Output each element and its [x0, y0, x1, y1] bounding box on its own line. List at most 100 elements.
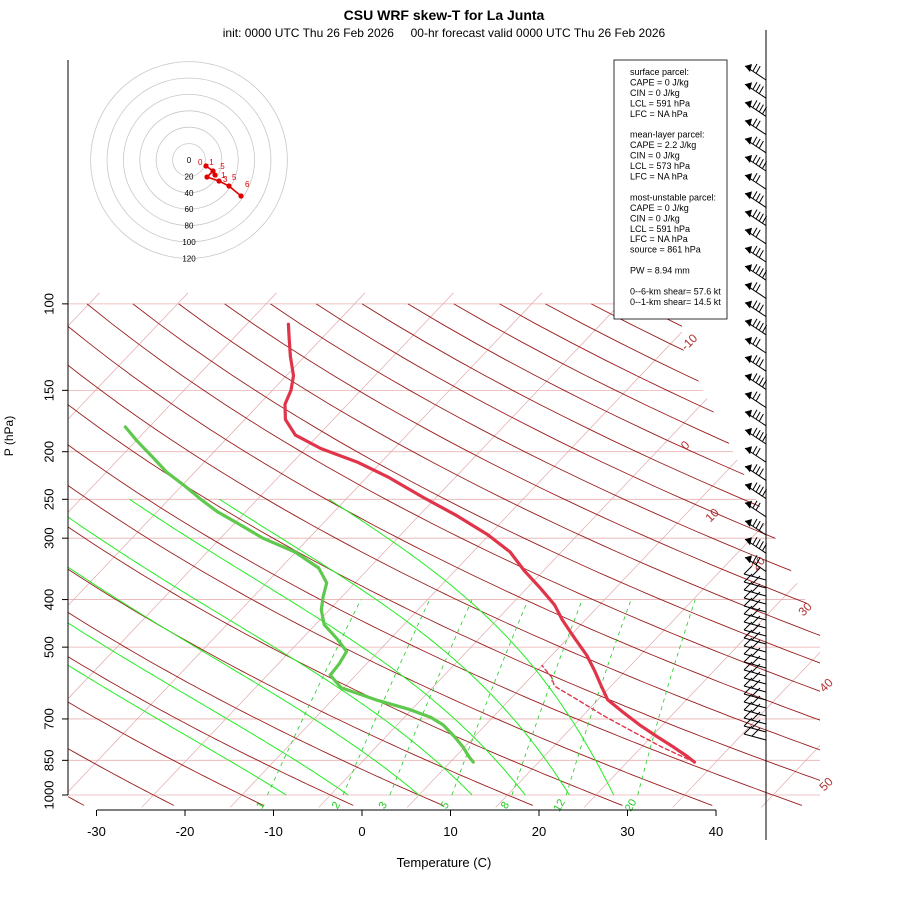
wind-barb-flag — [745, 391, 752, 400]
info-line: PW = 8.94 mm — [630, 266, 690, 276]
x-tick-label: -30 — [87, 824, 106, 839]
info-line: mean-layer parcel: — [630, 130, 705, 140]
wind-barb-staff — [743, 717, 767, 725]
wind-barb-feather — [752, 227, 758, 236]
info-line: LFC = NA hPa — [630, 234, 688, 244]
dry-adiabat — [728, 303, 820, 806]
y-tick-label: 1000 — [41, 781, 56, 810]
wind-barb-staff — [743, 701, 767, 709]
hodograph-point — [226, 183, 232, 189]
wind-barb-feather — [743, 653, 753, 663]
hodograph-height-label: .5 — [218, 162, 225, 171]
wind-barb-feather — [743, 629, 753, 639]
wind-barb-flag — [745, 409, 752, 418]
wind-barb-feather — [758, 140, 764, 149]
wind-barb-feather — [758, 213, 764, 222]
wind-barb-feather — [752, 300, 758, 308]
wind-barb-staff — [743, 613, 767, 621]
wind-barb — [743, 669, 767, 685]
info-line: most-unstable parcel: — [630, 192, 716, 202]
dry-adiabat — [270, 303, 820, 806]
moist-adiabat — [68, 498, 420, 796]
hodograph-ring — [139, 110, 239, 210]
wind-barb-feather — [762, 215, 768, 224]
isotherm-label: 50 — [816, 774, 836, 794]
wind-barb-feather — [758, 486, 764, 495]
wind-barb-feather — [743, 709, 753, 719]
wind-barb-feather — [755, 393, 761, 401]
wind-barb-feather — [752, 100, 758, 108]
wind-barb-flag — [745, 209, 752, 218]
wind-barb-feather — [758, 413, 764, 422]
mixing-ratio-label: 2 — [330, 800, 343, 811]
wind-barb-feather — [752, 482, 758, 490]
wind-barb — [744, 391, 767, 409]
x-tick-label: 0 — [358, 824, 365, 839]
wind-barb-flag — [745, 173, 752, 182]
isotherm-line — [0, 293, 11, 808]
hodograph-height-label: .1 — [207, 158, 214, 167]
info-line: 0--6-km shear= 57.6 kt — [630, 286, 721, 296]
y-tick-label: 250 — [41, 488, 56, 510]
info-line: CIN = 0 J/kg — [630, 88, 680, 98]
wind-barb-feather — [758, 541, 764, 549]
wind-barb — [743, 709, 767, 725]
wind-barb-flag — [745, 100, 752, 109]
hodograph-point — [203, 163, 209, 169]
wind-barb-feather — [755, 102, 761, 110]
wind-barb-feather — [755, 375, 761, 383]
wind-barb-feather — [752, 354, 758, 363]
wind-barb-feather — [751, 631, 761, 641]
info-line: LFC = NA hPa — [630, 172, 688, 182]
wind-barb — [744, 100, 768, 117]
hodograph-height-label: 6 — [245, 180, 250, 189]
wind-barb — [744, 373, 768, 390]
wind-barb-feather — [752, 245, 758, 254]
wind-barb-staff — [743, 621, 767, 629]
wind-barb-flag — [745, 482, 752, 491]
wind-barb — [743, 717, 767, 733]
wind-barb-feather — [751, 639, 761, 649]
wind-barb — [743, 677, 767, 693]
info-line: CAPE = 0 J/kg — [630, 77, 689, 87]
dry-adiabat — [224, 303, 820, 806]
wind-barb — [743, 637, 767, 653]
mixing-ratio-label: 5 — [439, 800, 452, 811]
hodograph-ring-label: 100 — [182, 238, 196, 247]
wind-barb-staff — [743, 629, 767, 637]
wind-barb-feather — [751, 703, 761, 713]
isotherm-line — [495, 292, 820, 808]
wind-barb-flag — [745, 446, 752, 455]
hodograph-ring — [155, 126, 223, 194]
wind-barb-staff — [743, 605, 767, 613]
wind-barb-feather — [758, 522, 764, 531]
wind-barb-feather — [758, 195, 764, 203]
info-line: LCL = 591 hPa — [630, 224, 690, 234]
wind-barb — [743, 685, 767, 701]
hodograph-ring-label: 40 — [185, 189, 194, 198]
mixing-ratio-label: 20 — [623, 797, 640, 814]
hodograph-point — [212, 172, 218, 178]
wind-barb-feather — [751, 575, 761, 585]
wind-barb-flag — [745, 555, 752, 564]
wind-barb-feather — [762, 488, 768, 497]
wind-barb — [744, 209, 768, 227]
isotherm-line — [406, 292, 820, 808]
wind-barb-staff — [743, 669, 767, 677]
wind-barb — [744, 154, 768, 172]
wind-barb — [743, 653, 767, 669]
wind-barb-feather — [755, 284, 761, 292]
wind-barb-staff — [743, 589, 767, 597]
wind-barb — [744, 245, 767, 263]
info-line: 0--1-km shear= 14.5 kt — [630, 297, 721, 307]
hodograph: 0 20 40 60 80 100 120 0 .1 .513 56 — [90, 61, 288, 263]
mixing-ratio-line — [389, 599, 473, 796]
dry-adiabat — [315, 303, 820, 806]
wind-barb-feather — [751, 663, 761, 673]
info-line: LCL = 591 hPa — [630, 98, 690, 108]
dry-adiabat — [68, 303, 713, 806]
wind-barb — [744, 318, 768, 336]
dry-adiabat — [545, 303, 820, 806]
wind-barb — [744, 336, 767, 354]
